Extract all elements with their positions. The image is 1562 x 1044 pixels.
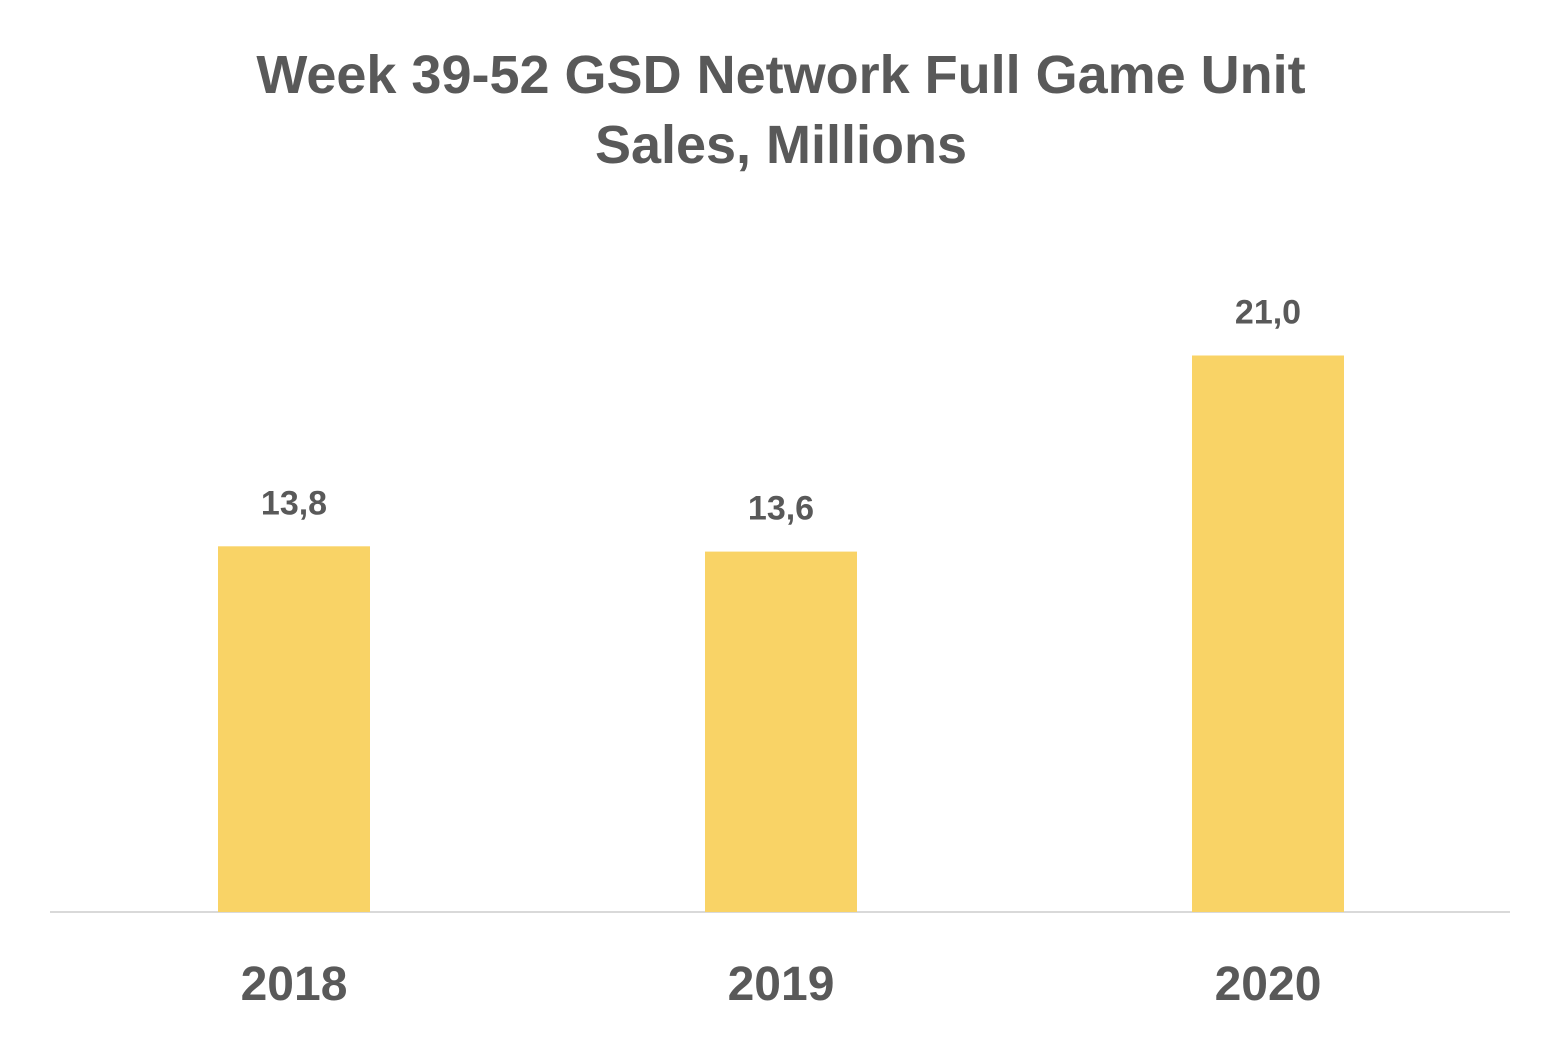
data-label-2020: 21,0 — [1235, 294, 1301, 332]
chart-title-line-2: Sales, Millions — [594, 115, 968, 175]
x-tick-label-2018: 2018 — [241, 958, 348, 1011]
data-label-2019: 13,6 — [748, 490, 814, 528]
chart-title: Week 39-52 GSD Network Full Game Unit Sa… — [0, 40, 1562, 180]
data-label-2018: 13,8 — [261, 484, 327, 522]
bar-2020 — [1192, 355, 1344, 912]
bar-2019 — [705, 551, 857, 912]
bar-2018 — [218, 546, 370, 912]
x-tick-label-2019: 2019 — [728, 958, 835, 1011]
chart-title-line-1: Week 39-52 GSD Network Full Game Unit — [256, 45, 1306, 105]
x-tick-label-2020: 2020 — [1215, 958, 1322, 1011]
